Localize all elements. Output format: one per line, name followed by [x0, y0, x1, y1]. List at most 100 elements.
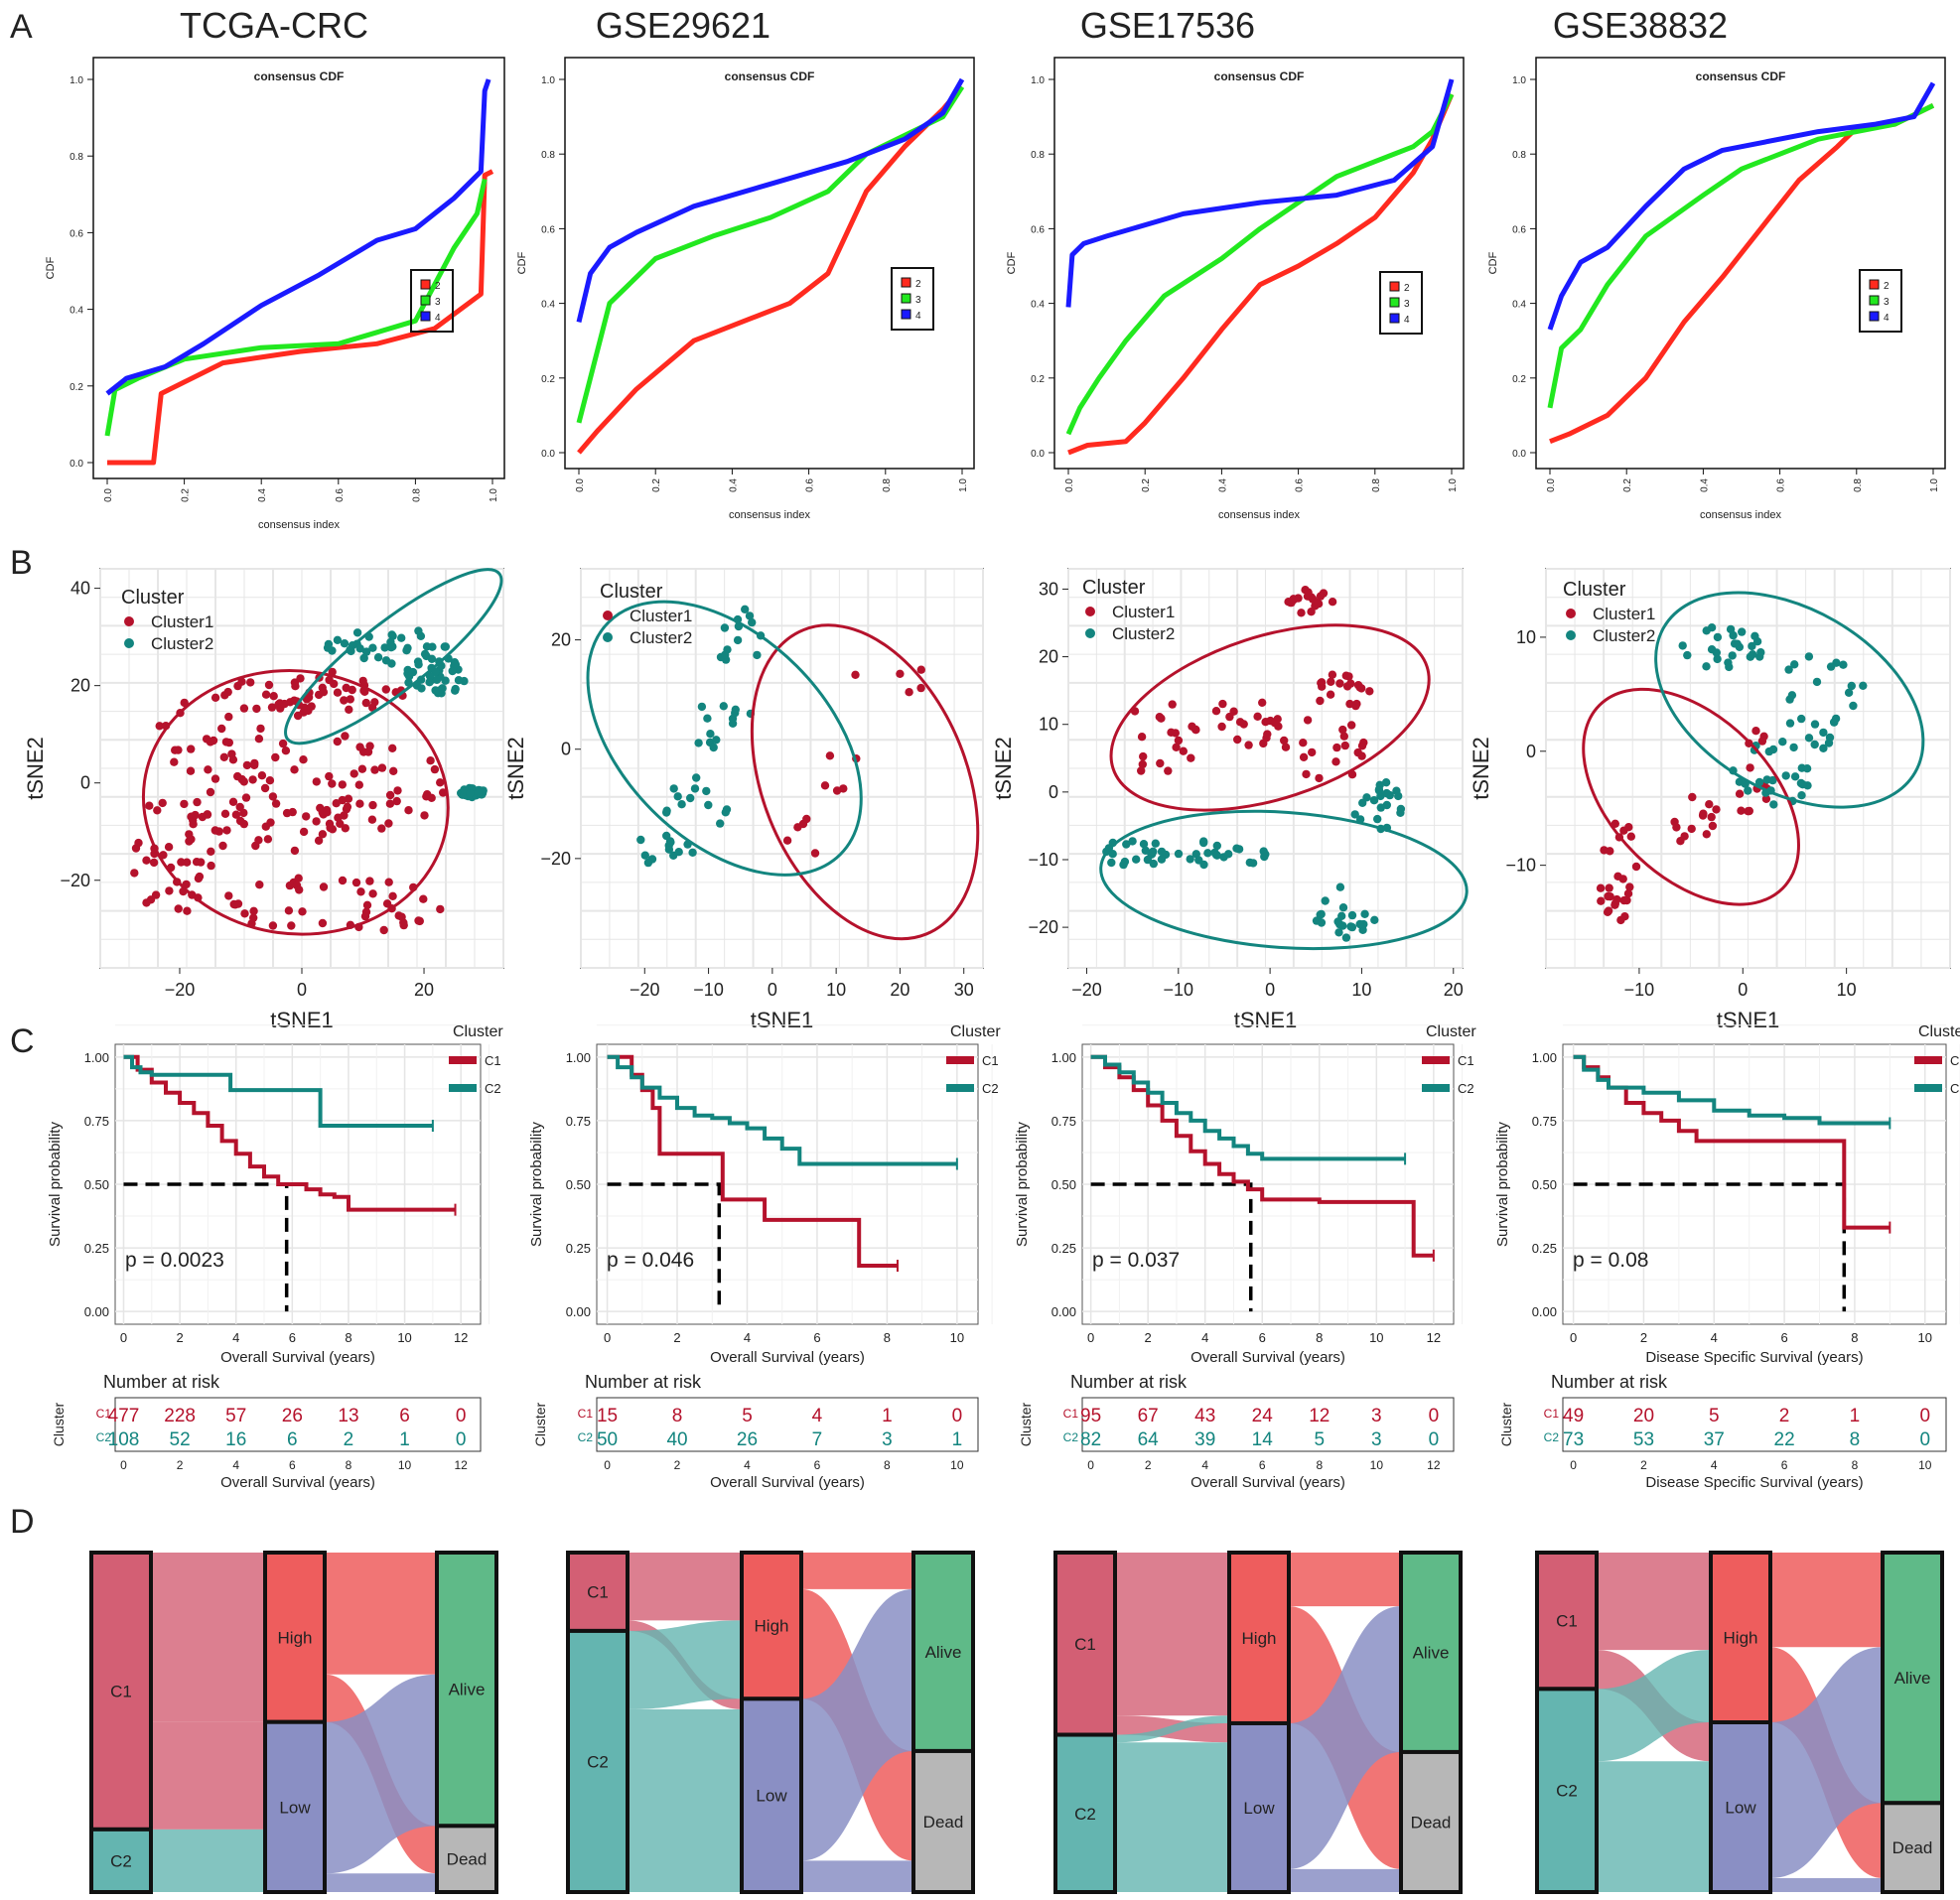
tsne-point-cluster1: [1745, 806, 1754, 816]
km-legend-title: Cluster: [1918, 1023, 1960, 1040]
tsne-point-cluster1: [224, 738, 233, 747]
tsne-point-cluster1: [170, 757, 179, 766]
tsne-legend-dot: [124, 616, 134, 626]
risk-row-label: C1: [1544, 1407, 1560, 1421]
sankey-node-dead: [435, 1824, 498, 1895]
cdf-ytick-label: 0.6: [541, 224, 555, 235]
tsne-point-cluster1: [293, 711, 303, 721]
tsne-xtick-label: −20: [1071, 980, 1102, 1000]
risk-table-title: Number at risk: [1070, 1372, 1188, 1392]
tsne-ytick-label: −20: [540, 849, 571, 869]
tsne-point-cluster1: [267, 703, 277, 712]
tsne-point-cluster1: [1137, 766, 1146, 775]
cdf-xtick-label: 0.4: [1699, 478, 1710, 492]
tsne-point-cluster1: [1341, 671, 1351, 680]
sankey-node-label: C2: [110, 1851, 132, 1870]
tsne-point-cluster1: [344, 794, 353, 803]
km-legend-label: C2: [1458, 1081, 1474, 1096]
km-xtick-label: 12: [1427, 1330, 1441, 1345]
tsne-point-cluster2: [403, 643, 412, 652]
tsne-point-cluster1: [319, 882, 329, 891]
tsne-panel: −20 −10 0 10 20 30 20 10 0 −10 −20 tSNE1 tSNE2 Cluste…: [991, 568, 1469, 1032]
tsne-xtick-label: 10: [1837, 980, 1857, 1000]
tsne-point-cluster1: [1211, 707, 1221, 716]
tsne-point-cluster1: [1359, 738, 1368, 747]
km-ytick-label: 0.75: [84, 1114, 109, 1129]
tsne-ellipse-cluster1: [750, 623, 980, 941]
sankey-flow-c1-high: [1115, 1553, 1229, 1716]
tsne-xtick-label: 0: [297, 980, 307, 1000]
tsne-point-cluster1: [1179, 746, 1189, 755]
tsne-point-cluster1: [392, 796, 401, 806]
tsne-point-cluster2: [340, 639, 350, 648]
risk-xtick-label: 0: [120, 1458, 127, 1472]
tsne-point-cluster2: [1396, 808, 1405, 817]
tsne-legend-title: Cluster: [600, 581, 663, 603]
sankey-node-c1: [566, 1551, 630, 1633]
tsne-point-cluster2: [425, 678, 434, 687]
km-ytick-label: 0.25: [1532, 1241, 1557, 1256]
tsne-xtick-label: −10: [693, 980, 724, 1000]
tsne-point-cluster2: [448, 666, 457, 676]
tsne-point-cluster1: [222, 826, 231, 835]
tsne-point-cluster2: [721, 808, 730, 817]
tsne-point-cluster1: [1619, 826, 1628, 835]
tsne-point-cluster2: [474, 788, 483, 797]
sankey-node-alive: [435, 1551, 498, 1829]
tsne-point-cluster1: [1188, 722, 1196, 731]
tsne-point-cluster1: [1233, 735, 1242, 745]
tsne-legend-title: Cluster: [1082, 577, 1146, 599]
cdf-legend-box: [1379, 271, 1423, 335]
tsne-point-cluster2: [1797, 714, 1806, 724]
tsne-point-cluster2: [1374, 786, 1384, 795]
tsne-point-cluster2: [432, 675, 442, 684]
cdf-ytick-label: 0.4: [1031, 300, 1045, 311]
tsne-point-cluster2: [1738, 627, 1747, 636]
tsne-point-cluster1: [825, 751, 835, 760]
risk-row-label: C2: [578, 1430, 594, 1444]
tsne-point-cluster2: [1728, 651, 1737, 660]
panel-label-c: C: [10, 1022, 35, 1060]
tsne-point-cluster1: [399, 920, 408, 930]
risk-cell: 108: [108, 1429, 140, 1450]
tsne-point-cluster1: [1610, 900, 1619, 909]
tsne-point-cluster1: [299, 827, 309, 837]
tsne-point-cluster1: [377, 763, 387, 772]
risk-cell: 57: [225, 1406, 246, 1426]
tsne-ytick-label: 0: [561, 740, 571, 759]
tsne-point-cluster1: [430, 764, 440, 774]
km-xtick-label: 10: [397, 1330, 411, 1345]
tsne-point-cluster1: [1346, 679, 1355, 688]
tsne-point-cluster2: [1132, 855, 1141, 864]
tsne-point-cluster2: [1376, 803, 1386, 812]
tsne-ytick-label: 0: [1526, 742, 1536, 761]
cdf-xtick-label: 0.0: [103, 488, 114, 502]
risk-cell: 1: [882, 1406, 893, 1426]
tsne-point-cluster1: [1680, 832, 1689, 841]
risk-cell: 3: [1371, 1406, 1382, 1426]
tsne-point-cluster1: [180, 799, 189, 809]
tsne-point-cluster1: [302, 812, 311, 821]
tsne-point-cluster1: [210, 774, 220, 783]
risk-cell: 22: [1774, 1429, 1795, 1450]
risk-cell: 1: [399, 1429, 410, 1450]
tsne-point-cluster2: [688, 848, 697, 857]
panel-label-b: B: [10, 544, 33, 582]
tsne-point-cluster2: [1730, 639, 1740, 648]
tsne-point-cluster2: [1382, 788, 1391, 798]
cdf-panel: consensus CDF consensus index CDF 0.0 0.0 0.2…: [45, 57, 505, 531]
tsne-ellipse-cluster1: [1109, 623, 1431, 812]
tsne-legend-label: Cluster2: [1593, 626, 1655, 645]
km-curve-c1: [123, 1054, 456, 1212]
km-ytick-label: 0.75: [1051, 1114, 1076, 1129]
tsne-point-cluster2: [1844, 688, 1854, 697]
tsne-point-cluster1: [355, 799, 364, 808]
tsne-point-cluster1: [361, 698, 370, 708]
km-ytick-label: 0.00: [1051, 1304, 1076, 1319]
tsne-point-cluster1: [341, 732, 350, 741]
cdf-line-k4: [576, 77, 965, 323]
cdf-line-k3: [1065, 92, 1455, 436]
tsne-point-cluster1: [334, 813, 343, 822]
tsne-panel: −10 0 10 10 0 −10 tSNE1 tSNE2 Cluster Cluster1 Clu…: [1469, 568, 1951, 1032]
